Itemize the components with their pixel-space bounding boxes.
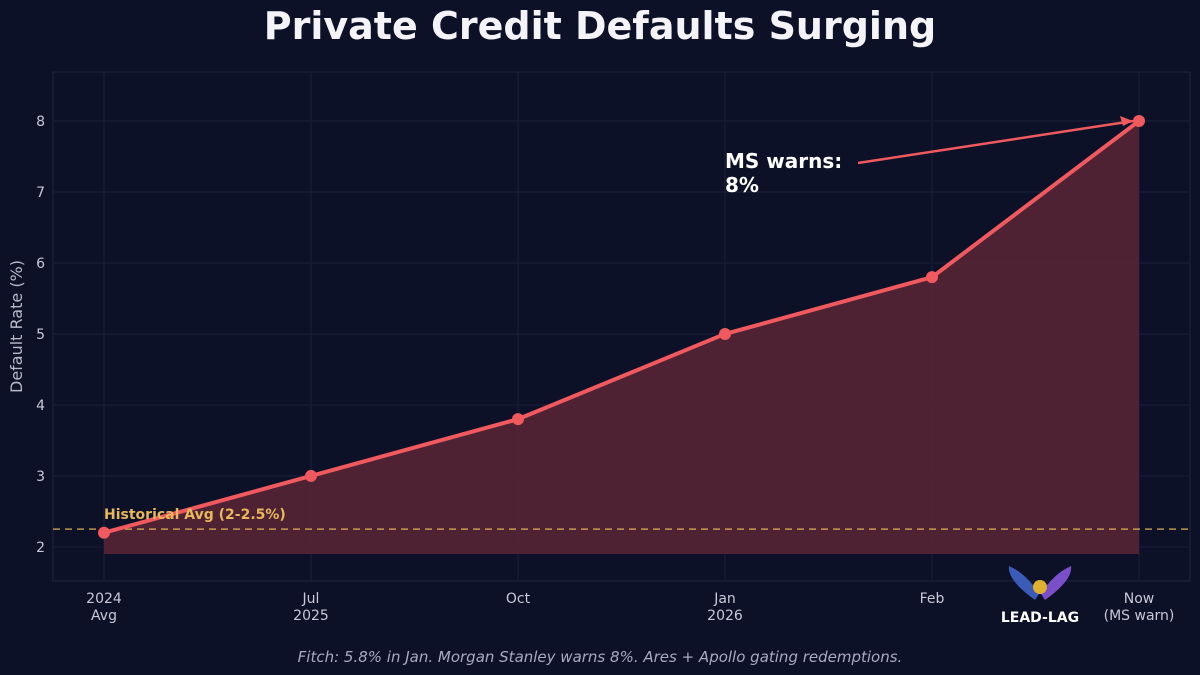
logo-wing-right bbox=[1041, 566, 1072, 600]
y-tick-label: 7 bbox=[36, 185, 45, 201]
data-point bbox=[719, 327, 731, 340]
y-tick-label: 3 bbox=[36, 469, 45, 485]
data-point bbox=[98, 526, 110, 539]
x-tick-label: Oct bbox=[506, 591, 531, 607]
x-tick-label: 2026 bbox=[707, 608, 743, 624]
plot-frame bbox=[52, 71, 1191, 582]
y-tick-label: 4 bbox=[36, 398, 45, 414]
annotation-arrow bbox=[857, 119, 1134, 165]
x-tick-label: Now bbox=[1124, 591, 1155, 607]
y-axis-label: Default Rate (%) bbox=[7, 260, 26, 393]
data-point bbox=[512, 413, 524, 426]
y-tick-label: 6 bbox=[36, 256, 45, 272]
data-point bbox=[305, 469, 317, 482]
x-tick-label: Jul bbox=[302, 591, 320, 607]
chart-title: Private Credit Defaults Surging bbox=[263, 4, 937, 48]
chart-caption: Fitch: 5.8% in Jan. Morgan Stanley warns… bbox=[297, 648, 903, 666]
y-tick-label: 5 bbox=[36, 327, 45, 343]
logo-bird bbox=[1033, 580, 1047, 594]
reference-line-label: Historical Avg (2-2.5%) bbox=[104, 507, 286, 523]
data-point bbox=[926, 271, 938, 284]
x-tick-label: 2025 bbox=[293, 608, 329, 624]
logo-wing-left bbox=[1008, 566, 1039, 600]
logo-text: LEAD-LAG bbox=[1001, 610, 1079, 626]
data-point bbox=[1133, 114, 1145, 127]
annotation-text: MS warns: bbox=[725, 149, 842, 173]
x-tick-label: (MS warn) bbox=[1104, 608, 1175, 624]
x-tick-label: 2024 bbox=[86, 591, 122, 607]
annotation-text: 8% bbox=[725, 173, 759, 197]
annotation-arrowhead bbox=[1120, 115, 1133, 126]
area-fill bbox=[104, 120, 1139, 555]
y-tick-label: 2 bbox=[36, 540, 45, 556]
x-tick-label: Feb bbox=[920, 591, 945, 607]
series-line bbox=[103, 119, 1141, 535]
y-tick-label: 8 bbox=[36, 114, 45, 130]
x-tick-label: Jan bbox=[713, 591, 736, 607]
x-tick-label: Avg bbox=[91, 608, 117, 624]
